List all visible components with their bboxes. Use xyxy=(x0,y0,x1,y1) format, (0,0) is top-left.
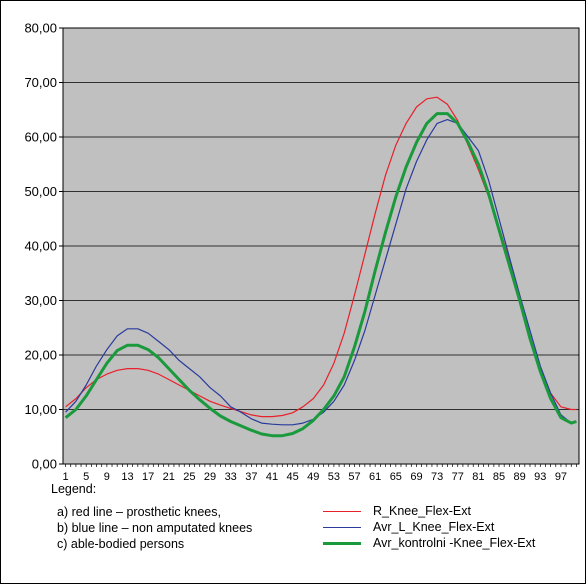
x-tick-label: 57 xyxy=(348,471,360,483)
series-legend: R_Knee_Flex-Ext Avr_L_Knee_Flex-Ext Avr_ko… xyxy=(323,503,535,551)
x-tick-label: 81 xyxy=(472,471,484,483)
x-tick-label: 29 xyxy=(204,471,216,483)
series-line-3 xyxy=(64,112,577,438)
legend-label: R_Knee_Flex-Ext xyxy=(373,504,471,518)
series-line-2 xyxy=(65,118,577,426)
x-tick-label: 1 xyxy=(63,471,69,483)
x-tick-label: 25 xyxy=(183,471,195,483)
x-tick-label: 53 xyxy=(328,471,340,483)
y-tick-label: 40,00 xyxy=(24,239,57,254)
y-tick-label: 10,00 xyxy=(24,402,57,417)
x-tick-label: 93 xyxy=(534,471,546,483)
x-tick-label: 61 xyxy=(369,471,381,483)
legend-swatch xyxy=(323,510,361,512)
x-tick-label: 33 xyxy=(225,471,237,483)
x-tick-label: 77 xyxy=(452,471,464,483)
legend-note-line-c: c) able-bodied persons xyxy=(57,537,185,551)
x-tick-label: 73 xyxy=(431,471,443,483)
x-tick-label: 65 xyxy=(390,471,402,483)
x-axis: 1 5 9 13 17 21 25 29 33 37 41 45 49 53 57 61 65 69 73 77 81 8… xyxy=(63,464,577,483)
x-tick-label: 17 xyxy=(142,471,154,483)
y-tick-label: 60,00 xyxy=(24,130,57,145)
legend-label: Avr_L_Knee_Flex-Ext xyxy=(373,520,495,534)
legend-note-line-a: a) red line – prosthetic knees, xyxy=(57,505,221,519)
legend-label: Avr_kontrolni -Knee_Flex-Ext xyxy=(373,536,536,550)
x-tick-label: 85 xyxy=(493,471,505,483)
x-tick-label: 5 xyxy=(83,471,89,483)
x-tick-label: 89 xyxy=(514,471,526,483)
grid-lines xyxy=(63,82,579,410)
series-lines xyxy=(64,96,577,438)
x-tick-label: 97 xyxy=(555,471,567,483)
legend-note-heading: Legend: xyxy=(51,482,97,496)
y-tick-label: 50,00 xyxy=(24,184,57,199)
legend-swatch xyxy=(323,526,361,528)
legend-entry-2: Avr_L_Knee_Flex-Ext xyxy=(323,519,535,535)
x-tick-label: 9 xyxy=(104,471,110,483)
x-tick-label: 13 xyxy=(121,471,133,483)
y-tick-label: 80,00 xyxy=(24,21,57,36)
x-tick-label: 45 xyxy=(286,471,298,483)
x-tick-label: 49 xyxy=(307,471,319,483)
legend-note-line-b: b) blue line – non amputated knees xyxy=(57,521,253,535)
legend-entry-1: R_Knee_Flex-Ext xyxy=(323,503,535,519)
legend-swatch xyxy=(323,541,361,545)
x-tick-label: 37 xyxy=(245,471,257,483)
y-tick-label: 30,00 xyxy=(24,293,57,308)
y-tick-label: 70,00 xyxy=(24,75,57,90)
y-tick-label: 20,00 xyxy=(24,348,57,363)
y-tick-label: 0,00 xyxy=(32,457,57,472)
x-tick-label: 41 xyxy=(266,471,278,483)
x-tick-label: 21 xyxy=(163,471,175,483)
x-tick-label: 69 xyxy=(410,471,422,483)
legend-note: Legend: a) red line – prosthetic knees, … xyxy=(51,481,252,552)
y-axis: 0,00 10,00 20,00 30,00 40,00 50,00 60,00 70,00 8… xyxy=(24,21,63,472)
legend-entry-3: Avr_kontrolni -Knee_Flex-Ext xyxy=(323,535,535,551)
